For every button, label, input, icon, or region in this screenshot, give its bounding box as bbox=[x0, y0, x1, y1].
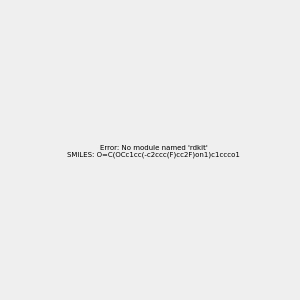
Text: Error: No module named 'rdkit'
SMILES: O=C(OCc1cc(-c2ccc(F)cc2F)on1)c1ccco1: Error: No module named 'rdkit' SMILES: O… bbox=[67, 145, 240, 158]
